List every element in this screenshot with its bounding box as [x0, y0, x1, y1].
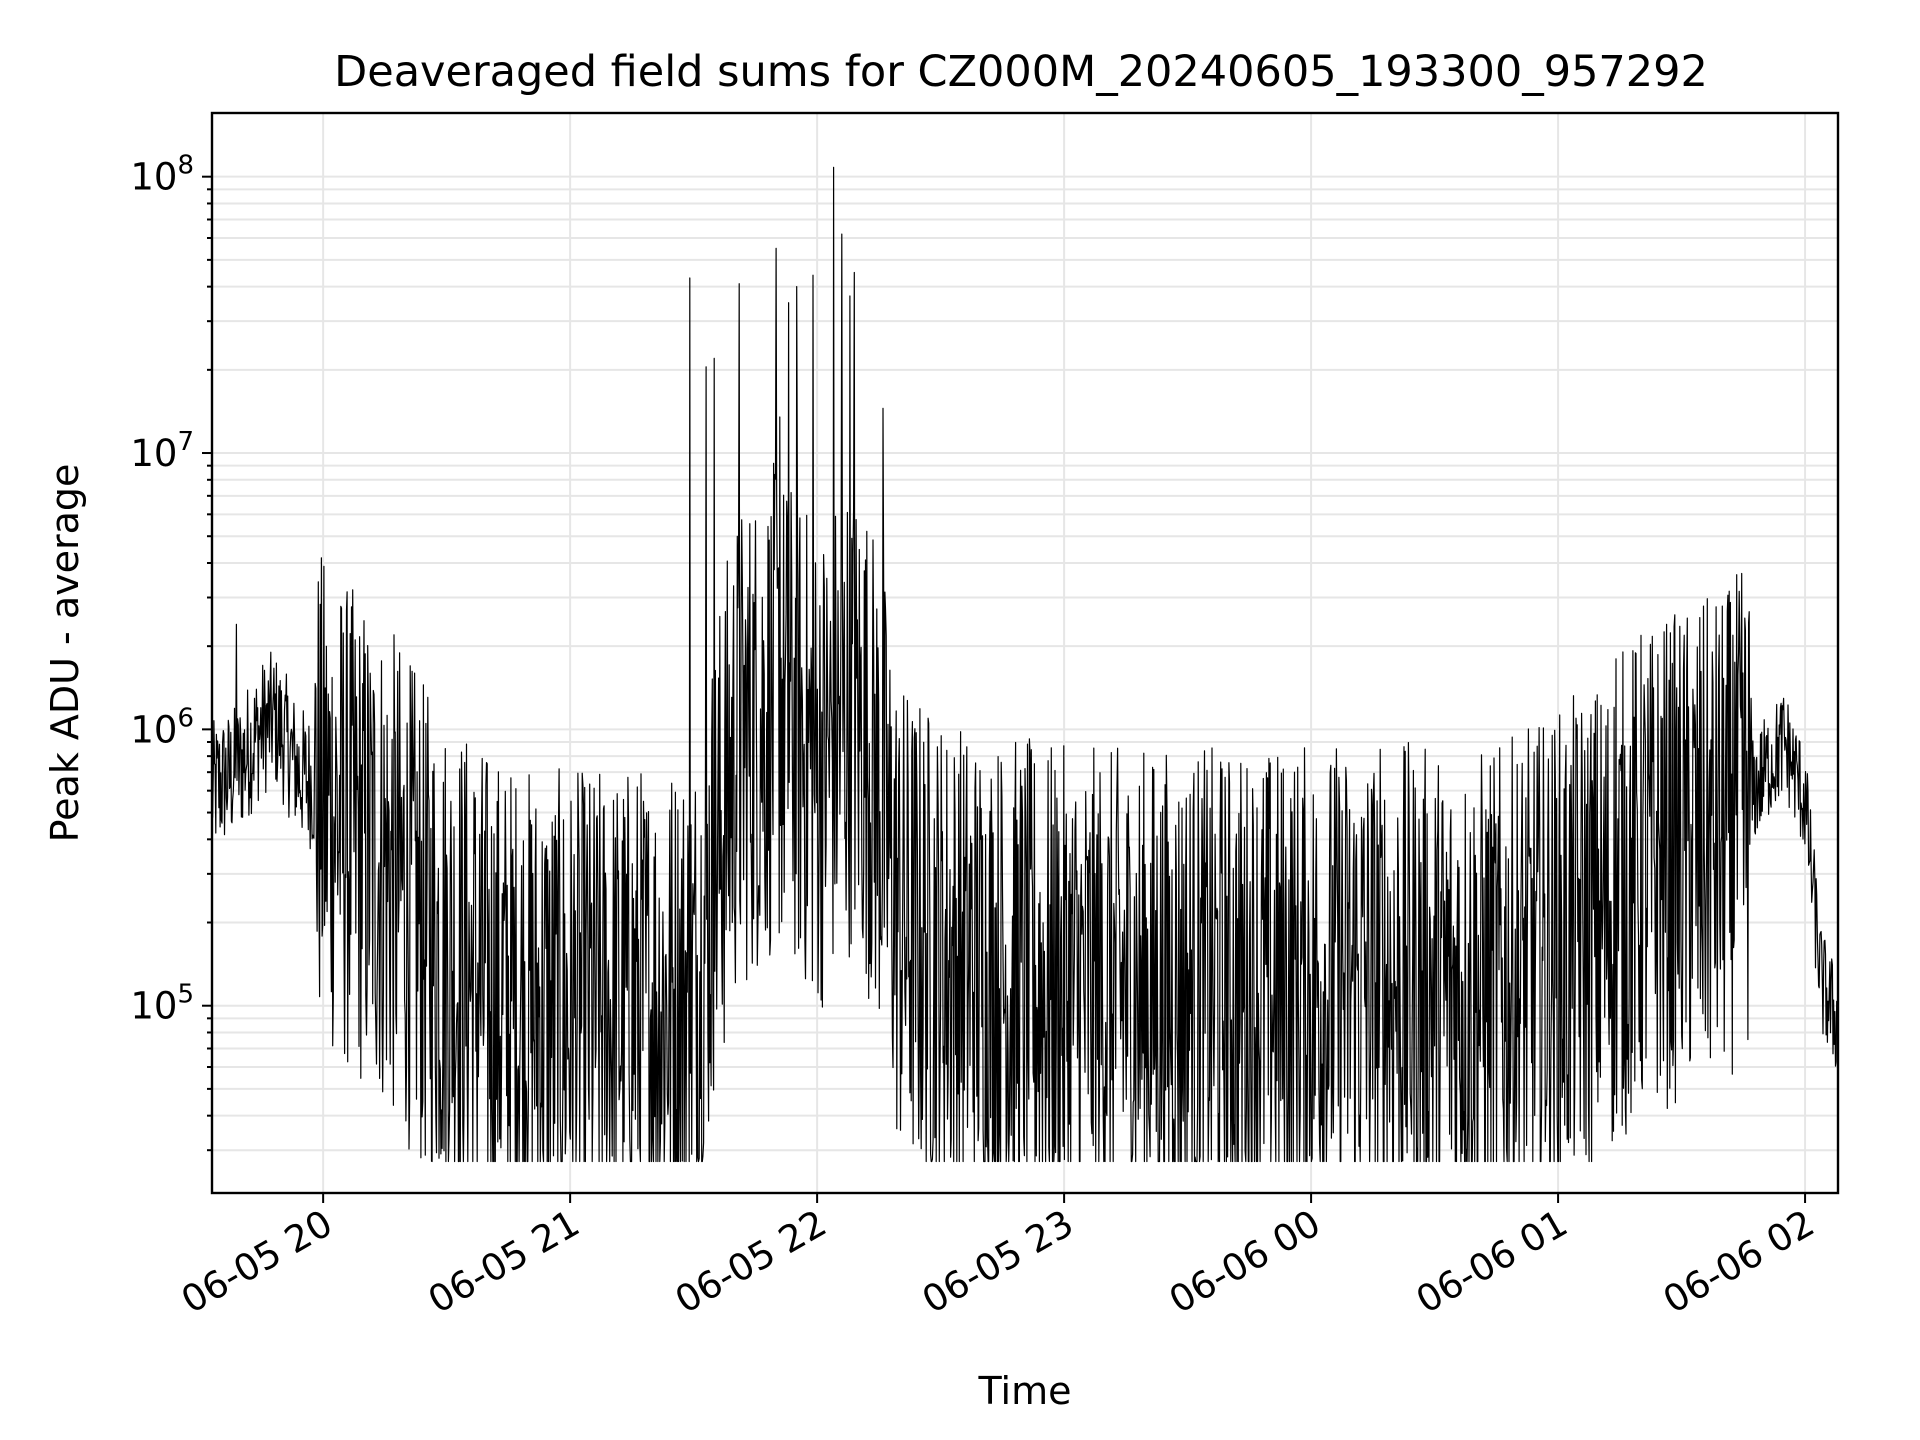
y-tick-label: 106 — [130, 703, 194, 751]
y-tick-label: 108 — [130, 151, 194, 199]
x-axis-label: Time — [978, 1369, 1072, 1413]
x-tick-label: 06-05 20 — [174, 1202, 340, 1322]
x-tick-label: 06-06 02 — [1656, 1202, 1822, 1322]
y-axis: 105 106 107 108 — [130, 151, 212, 1152]
chart-title: Deaveraged field sums for CZ000M_2024060… — [334, 47, 1708, 97]
x-tick-label: 06-05 22 — [668, 1202, 834, 1322]
y-tick-label: 105 — [130, 980, 194, 1028]
x-tick-label: 06-05 23 — [915, 1202, 1081, 1322]
x-tick-label: 06-06 01 — [1409, 1202, 1575, 1322]
x-axis: 06-05 20 06-05 21 06-05 22 06-05 23 06-06 00… — [174, 1193, 1822, 1322]
plot-frame — [210, 111, 1840, 1195]
plot-area — [211, 166, 1839, 1163]
y-axis-label: Peak ADU - average — [43, 464, 87, 843]
series-line — [211, 166, 1839, 1163]
x-tick-label: 06-06 00 — [1162, 1202, 1328, 1322]
y-tick-label: 107 — [130, 427, 194, 475]
x-tick-label: 06-05 21 — [421, 1202, 587, 1322]
